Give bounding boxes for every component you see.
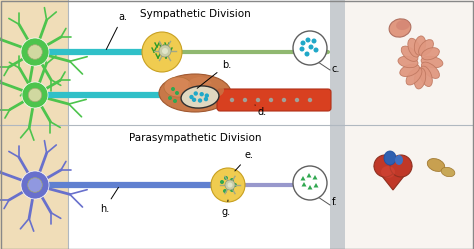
Ellipse shape (395, 155, 403, 165)
Circle shape (21, 38, 49, 66)
Circle shape (308, 98, 312, 102)
Ellipse shape (181, 86, 219, 108)
Circle shape (162, 48, 168, 54)
Circle shape (301, 41, 306, 46)
Ellipse shape (396, 20, 410, 30)
Text: d.: d. (255, 105, 267, 117)
Circle shape (211, 168, 245, 202)
Ellipse shape (419, 40, 433, 56)
Circle shape (293, 166, 327, 200)
Ellipse shape (159, 74, 231, 112)
Circle shape (295, 98, 299, 102)
FancyBboxPatch shape (68, 0, 330, 249)
Ellipse shape (441, 167, 455, 177)
Polygon shape (307, 173, 311, 178)
Ellipse shape (406, 67, 422, 85)
Ellipse shape (384, 151, 396, 165)
Circle shape (230, 98, 234, 102)
Ellipse shape (414, 68, 426, 89)
Circle shape (173, 99, 177, 103)
Text: g.: g. (222, 200, 231, 217)
Circle shape (224, 176, 228, 180)
FancyBboxPatch shape (330, 0, 345, 249)
Ellipse shape (421, 62, 439, 78)
Circle shape (200, 92, 204, 96)
Circle shape (193, 91, 198, 96)
Circle shape (225, 180, 235, 190)
Circle shape (27, 45, 42, 59)
Circle shape (220, 180, 224, 184)
Text: Sympathetic Division: Sympathetic Division (140, 9, 250, 19)
Text: f.: f. (332, 197, 337, 207)
Circle shape (300, 47, 304, 52)
Circle shape (142, 32, 182, 72)
Circle shape (159, 45, 171, 57)
Circle shape (311, 39, 317, 44)
Ellipse shape (381, 166, 395, 178)
Circle shape (175, 91, 179, 95)
Circle shape (205, 93, 209, 98)
Ellipse shape (164, 77, 192, 97)
Ellipse shape (390, 155, 412, 177)
Circle shape (228, 183, 233, 187)
Ellipse shape (374, 155, 396, 177)
Circle shape (304, 52, 310, 57)
Ellipse shape (400, 64, 419, 76)
Circle shape (309, 45, 313, 50)
Circle shape (171, 87, 175, 91)
Circle shape (293, 31, 327, 65)
Ellipse shape (421, 48, 439, 60)
Ellipse shape (421, 56, 443, 68)
Ellipse shape (188, 77, 212, 93)
Text: Parasympathetic Division: Parasympathetic Division (129, 133, 261, 143)
Circle shape (22, 82, 48, 108)
Ellipse shape (427, 159, 445, 171)
Text: c.: c. (332, 64, 340, 74)
Polygon shape (308, 185, 312, 189)
Polygon shape (312, 175, 318, 180)
Circle shape (204, 97, 208, 101)
Circle shape (243, 98, 247, 102)
FancyBboxPatch shape (345, 0, 474, 249)
Text: e.: e. (235, 150, 254, 171)
Ellipse shape (317, 49, 329, 55)
Ellipse shape (206, 83, 224, 97)
Polygon shape (313, 183, 319, 187)
FancyBboxPatch shape (217, 89, 331, 111)
Ellipse shape (419, 66, 432, 86)
Circle shape (21, 171, 49, 199)
Text: b.: b. (197, 60, 231, 88)
Circle shape (306, 38, 310, 43)
Circle shape (230, 188, 234, 192)
Circle shape (27, 178, 42, 192)
Circle shape (28, 88, 42, 102)
Text: a.: a. (106, 12, 127, 50)
Ellipse shape (408, 38, 420, 57)
Circle shape (256, 98, 260, 102)
Polygon shape (301, 176, 306, 181)
Circle shape (282, 98, 286, 102)
Circle shape (230, 178, 234, 182)
Polygon shape (374, 166, 412, 190)
Ellipse shape (401, 46, 418, 62)
Circle shape (168, 96, 172, 100)
Ellipse shape (389, 19, 411, 37)
Circle shape (223, 189, 227, 193)
Circle shape (233, 183, 237, 187)
Text: h.: h. (100, 187, 118, 214)
Circle shape (198, 98, 202, 103)
Circle shape (269, 98, 273, 102)
Circle shape (189, 95, 194, 99)
Circle shape (313, 48, 319, 53)
Circle shape (192, 98, 196, 102)
Ellipse shape (398, 56, 418, 68)
Polygon shape (301, 182, 307, 187)
Ellipse shape (414, 36, 426, 55)
FancyBboxPatch shape (0, 0, 68, 249)
